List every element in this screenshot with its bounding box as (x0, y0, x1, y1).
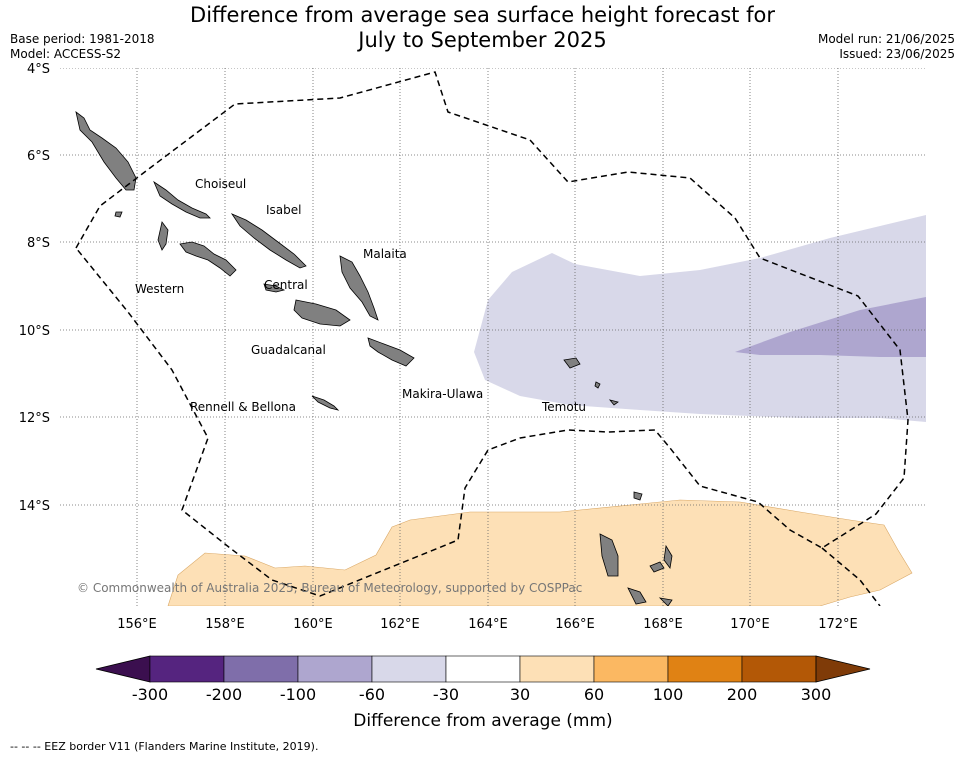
meta-left: Base period: 1981-2018 Model: ACCESS-S2 (10, 32, 155, 62)
colorbar-swatch (297, 655, 373, 683)
label-temotu: Temotu (541, 400, 586, 414)
label-malaita: Malaita (363, 247, 407, 261)
map-title: Difference from average sea surface heig… (0, 3, 965, 53)
copyright-notice: © Commonwealth of Australia 2025, Bureau… (77, 581, 582, 595)
island-isabel (153, 180, 211, 219)
eez-legend-footer: -- -- -- EEZ border V11 (Flanders Marine… (10, 740, 319, 753)
colorbar-tick-label: -300 (132, 685, 168, 704)
island-vanuatu-1 (599, 533, 619, 577)
lon-label: 168°E (643, 617, 683, 632)
colorbar-swatch (519, 655, 595, 683)
lon-label: 172°E (818, 617, 858, 632)
lat-label: 8°S (27, 236, 50, 251)
label-makira-ulawa: Makira-Ulawa (402, 387, 483, 401)
lon-label: 164°E (468, 617, 508, 632)
colorbar-swatch (593, 655, 669, 683)
lat-label: 14°S (19, 499, 50, 514)
island-vanuatu-3 (649, 561, 665, 573)
model-name: Model: ACCESS-S2 (10, 47, 122, 61)
island-vanuatu-6 (658, 597, 673, 606)
anomaly-light-orange-region (167, 499, 913, 606)
colorbar-swatch (667, 655, 743, 683)
island-guadalcanal (293, 299, 351, 327)
colorbar-tick-label: -200 (206, 685, 242, 704)
lon-label: 170°E (730, 617, 770, 632)
graticule (60, 68, 926, 606)
colorbar-tick-label: -60 (359, 685, 385, 704)
colorbar-swatch (445, 655, 521, 683)
eez-border-vanuatu (821, 547, 881, 606)
colorbar-tick-label: 300 (801, 685, 832, 704)
meta-right: Model run: 21/06/2025 Issued: 23/06/2025 (818, 32, 955, 62)
colorbar-swatch (223, 655, 299, 683)
anomaly-light-purple-region (474, 215, 926, 422)
lat-label: 10°S (19, 324, 50, 339)
colorbar-tick-label: 200 (727, 685, 758, 704)
island-central (263, 283, 286, 293)
label-choiseul: Choiseul (195, 177, 246, 191)
island-new-georgia (179, 241, 237, 277)
island-vella (157, 221, 169, 251)
colorbar: -300 -200 -100 -60 -30 30 60 100 200 300 (95, 655, 871, 704)
island-malaita (339, 255, 379, 321)
colorbar-swatch (149, 655, 225, 683)
issued-date: Issued: 23/06/2025 (839, 47, 955, 61)
label-central: Central (264, 278, 308, 292)
label-rennell-bellona: Rennell & Bellona (190, 400, 296, 414)
island-makira (367, 337, 415, 367)
island-vanuatu-5 (633, 491, 643, 501)
title-line-1: Difference from average sea surface heig… (190, 3, 775, 27)
colorbar-tick-label: -100 (280, 685, 316, 704)
island-vanuatu-2 (663, 544, 673, 569)
longitude-labels: 156°E 158°E 160°E 162°E 164°E 166°E 168°… (117, 617, 858, 632)
colorbar-tick-label: 30 (510, 685, 530, 704)
colorbar-title: Difference from average (mm) (353, 711, 612, 731)
model-run: Model run: 21/06/2025 (817, 32, 955, 46)
map-area (60, 68, 926, 606)
island-isabel-main (230, 213, 307, 269)
lat-label: 6°S (27, 149, 50, 164)
label-isabel: Isabel (266, 203, 301, 217)
colorbar-extend-high (815, 655, 871, 683)
lat-label: 12°S (19, 411, 50, 426)
island-rennell (311, 395, 340, 411)
latitude-labels: 4°S 6°S 8°S 10°S 12°S 14°S (19, 62, 50, 514)
lon-label: 160°E (293, 617, 333, 632)
islands (75, 111, 673, 606)
region-labels: Choiseul Isabel Malaita Western Central … (135, 177, 586, 414)
colorbar-swatch (371, 655, 447, 683)
label-guadalcanal: Guadalcanal (251, 343, 326, 357)
colorbar-tick-label: -30 (433, 685, 459, 704)
base-period: Base period: 1981-2018 (10, 32, 155, 46)
island-temotu-3 (608, 399, 619, 406)
island-temotu-1 (563, 357, 581, 369)
colorbar-extend-low (95, 655, 151, 683)
title-line-2: July to September 2025 (358, 28, 607, 52)
colorbar-tick-label: 60 (584, 685, 604, 704)
lon-label: 166°E (555, 617, 595, 632)
island-vanuatu-4 (627, 587, 647, 605)
label-western: Western (135, 282, 184, 296)
anomaly-mid-purple-region (735, 297, 926, 357)
lon-label: 156°E (117, 617, 157, 632)
island-shortland (114, 211, 123, 218)
lat-label: 4°S (27, 62, 50, 77)
lon-label: 162°E (380, 617, 420, 632)
colorbar-swatch (741, 655, 817, 683)
lon-label: 158°E (205, 617, 245, 632)
island-choiseul (75, 111, 137, 191)
colorbar-tick-label: 100 (653, 685, 684, 704)
island-temotu-2 (594, 381, 601, 389)
